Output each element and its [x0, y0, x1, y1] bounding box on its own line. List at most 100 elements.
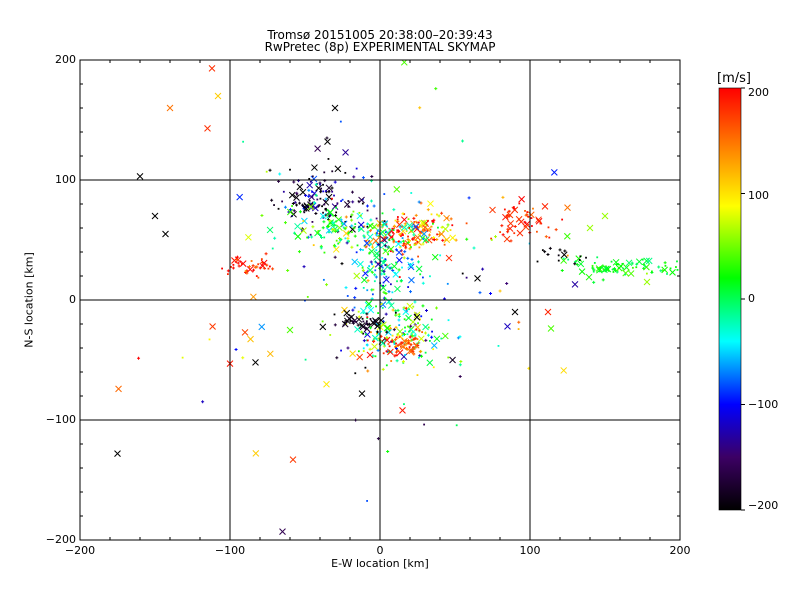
echo-marker-plus: [314, 182, 318, 186]
echo-marker-dot: [359, 214, 362, 217]
echo-marker-x: [246, 266, 254, 273]
echo-marker-x: [383, 324, 391, 332]
echo-marker-x: [314, 145, 321, 152]
echo-marker-dot: [410, 246, 412, 249]
echo-marker-x: [661, 266, 669, 274]
echo-marker-dot: [420, 315, 423, 318]
echo-marker-dot: [376, 332, 378, 335]
echo-marker-x: [422, 323, 429, 331]
echo-marker-dot: [365, 240, 367, 242]
echo-marker-dot: [605, 265, 607, 268]
echo-marker-dot: [404, 326, 406, 329]
echo-marker-x: [252, 359, 259, 366]
echo-marker-plus: [322, 220, 326, 224]
echo-marker-dot: [566, 254, 569, 257]
echo-marker-dot: [513, 232, 516, 235]
echo-marker-dot: [503, 208, 506, 211]
echo-marker-plus: [389, 326, 393, 330]
echo-marker-plus: [501, 233, 505, 237]
echo-marker-dot: [417, 255, 420, 258]
echo-marker-plus: [543, 250, 547, 254]
echo-marker-plus: [381, 367, 385, 371]
echo-marker-dot: [622, 267, 625, 270]
echo-marker-plus: [298, 210, 302, 214]
echo-marker-plus: [558, 248, 562, 252]
echo-marker-plus: [434, 87, 438, 91]
echo-marker-dot: [407, 286, 410, 288]
echo-marker-x: [560, 251, 568, 259]
echo-marker-x: [356, 353, 363, 361]
echo-marker-dot: [358, 211, 361, 214]
echo-marker-dot: [366, 231, 369, 234]
echo-marker-plus: [456, 336, 460, 340]
echo-marker-plus: [319, 190, 323, 194]
echo-marker-dot: [351, 231, 353, 233]
echo-marker-dot: [282, 190, 285, 193]
echo-marker-dot: [318, 204, 321, 206]
echo-marker-dot: [409, 343, 412, 346]
echo-marker-dot: [323, 251, 326, 254]
echo-marker-plus: [307, 188, 311, 192]
echo-marker-dot: [343, 321, 346, 324]
echo-marker-dot: [436, 233, 439, 236]
echo-marker-dot: [311, 221, 314, 223]
echo-marker-dot: [347, 200, 350, 202]
echo-marker-x: [245, 233, 252, 241]
echo-marker-plus: [350, 190, 354, 194]
echo-marker-plus: [362, 234, 366, 238]
echo-marker-plus: [374, 275, 378, 279]
echo-marker-plus: [402, 306, 406, 310]
echo-marker-plus: [366, 369, 370, 373]
chart-title: Tromsø 20151005 20:38:00–20:39:43: [267, 28, 493, 42]
echo-marker-x: [422, 236, 430, 244]
echo-marker-x: [407, 261, 414, 269]
echo-marker-x: [377, 230, 385, 237]
echo-marker-dot: [384, 231, 387, 234]
echo-marker-plus: [265, 263, 269, 267]
echo-marker-x: [349, 350, 357, 357]
echo-marker-dot: [377, 312, 380, 314]
echo-marker-dot: [432, 222, 434, 225]
echo-marker-plus: [432, 218, 436, 222]
echo-marker-x: [289, 456, 297, 463]
echo-marker-dot: [365, 333, 367, 336]
x-tick-label: 0: [376, 544, 384, 557]
echo-marker-dot: [381, 306, 384, 309]
echo-marker-plus: [592, 268, 596, 272]
echo-marker-dot: [602, 268, 605, 271]
echo-marker-dot: [346, 295, 349, 297]
echo-marker-dot: [344, 171, 347, 174]
echo-marker-plus: [278, 172, 282, 176]
echo-marker-plus: [366, 279, 370, 283]
echo-marker-dot: [412, 305, 415, 308]
echo-marker-dot: [382, 284, 384, 287]
echo-marker-x: [643, 278, 651, 286]
echo-marker-plus: [251, 264, 255, 268]
echo-marker-dot: [267, 267, 270, 270]
echo-marker-plus: [350, 245, 354, 249]
echo-marker-dot: [664, 264, 667, 267]
echo-marker-plus: [392, 208, 396, 212]
echo-marker-plus: [373, 273, 377, 277]
echo-marker-plus: [458, 335, 462, 339]
echo-marker-plus: [376, 437, 380, 441]
echo-marker-x: [353, 272, 361, 280]
echo-marker-x: [635, 258, 643, 266]
echo-marker-dot: [385, 275, 388, 278]
echo-marker-plus: [369, 199, 373, 203]
echo-marker-dot: [398, 336, 401, 338]
echo-marker-dot: [497, 345, 500, 347]
echo-marker-plus: [326, 224, 330, 228]
echo-marker-plus: [382, 259, 386, 263]
echo-marker-plus: [369, 260, 373, 264]
echo-marker-dot: [291, 205, 293, 207]
echo-marker-plus: [307, 194, 311, 198]
echo-marker-dot: [322, 190, 325, 193]
echo-marker-plus: [332, 228, 336, 232]
echo-marker-dot: [424, 351, 427, 354]
echo-marker-x: [325, 184, 333, 192]
echo-marker-dot: [322, 211, 324, 214]
echo-marker-plus: [385, 336, 389, 340]
echo-marker-plus: [345, 241, 349, 245]
echo-marker-dot: [311, 175, 314, 178]
